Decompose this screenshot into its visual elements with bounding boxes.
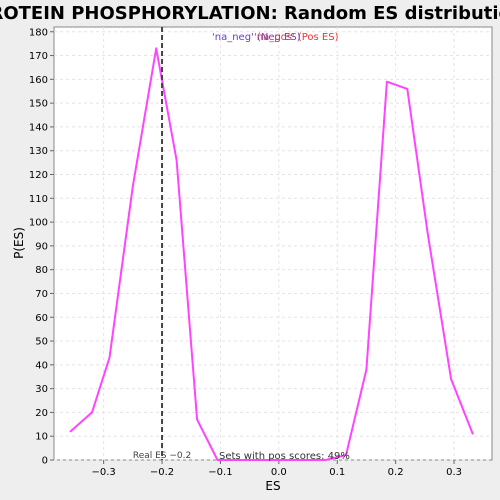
data-point	[427, 233, 429, 235]
x-tick-label: 0.3	[446, 467, 462, 478]
pos-scores-annotation: Sets with pos scores: 49%	[219, 451, 350, 462]
data-point	[176, 159, 178, 161]
y-tick-label: 120	[29, 170, 48, 181]
data-point	[472, 433, 474, 435]
y-tick-label: 160	[29, 75, 48, 86]
data-point	[155, 48, 157, 50]
y-tick-label: 140	[29, 122, 48, 133]
real-es-label: Real ES −0.2	[133, 451, 191, 461]
x-tick-label: −0.1	[208, 467, 232, 478]
data-point	[407, 88, 409, 90]
x-axis-label: ES	[265, 479, 280, 493]
y-tick-label: 10	[35, 432, 48, 443]
y-tick-label: 110	[29, 194, 48, 205]
y-tick-label: 40	[35, 360, 48, 371]
x-tick-label: 0.1	[329, 467, 345, 478]
y-tick-label: 20	[35, 408, 48, 419]
y-tick-label: 130	[29, 146, 48, 157]
x-tick-label: 0.2	[388, 467, 404, 478]
y-tick-label: 70	[35, 289, 48, 300]
chart-title: PROTEIN PHOSPHORYLATION: Random ES distr…	[0, 3, 500, 24]
x-tick-label: −0.3	[91, 467, 115, 478]
y-axis-label: P(ES)	[12, 227, 26, 259]
y-tick-label: 50	[35, 337, 48, 348]
y-tick-label: 150	[29, 99, 48, 110]
data-point	[386, 81, 388, 83]
data-point	[196, 419, 198, 421]
data-point	[91, 412, 93, 414]
y-tick-label: 30	[35, 384, 48, 395]
y-tick-label: 90	[35, 241, 48, 252]
legend-item-pos: 'na_pos' (Pos ES)	[254, 32, 339, 43]
x-tick-label: −0.2	[150, 467, 174, 478]
data-point	[450, 378, 452, 380]
x-tick-label: 0.0	[271, 467, 287, 478]
y-tick-label: 0	[42, 456, 48, 467]
y-tick-label: 170	[29, 51, 48, 62]
data-point	[109, 357, 111, 359]
data-point	[70, 431, 72, 433]
y-tick-label: 100	[29, 218, 48, 229]
data-point	[366, 369, 368, 371]
y-tick-label: 180	[29, 27, 48, 38]
data-point	[132, 186, 134, 188]
y-tick-label: 80	[35, 265, 48, 276]
plot-area	[54, 27, 492, 460]
y-tick-label: 60	[35, 313, 48, 324]
